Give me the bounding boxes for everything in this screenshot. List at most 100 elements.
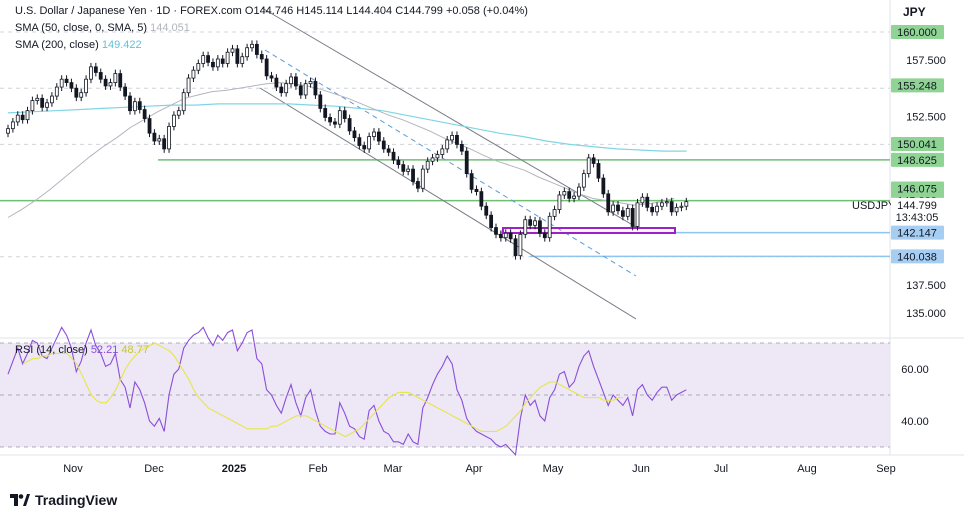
candle-body bbox=[84, 78, 88, 94]
rsi-legend[interactable]: RSI (14, close) 52.21 48.77 bbox=[15, 344, 149, 356]
time-tick-label: Aug bbox=[797, 463, 817, 475]
candle-body bbox=[547, 215, 552, 239]
candle-body bbox=[186, 77, 191, 94]
candle-body bbox=[391, 151, 396, 161]
candle-body bbox=[128, 95, 132, 112]
time-tick-label: Jul bbox=[714, 463, 728, 475]
candle-body bbox=[50, 95, 54, 104]
candle-body bbox=[660, 202, 664, 207]
candle-body bbox=[435, 154, 440, 159]
candle-body bbox=[108, 82, 113, 87]
candle-body bbox=[372, 131, 376, 137]
ohlc-close: C144.799 bbox=[395, 5, 443, 17]
candle-body bbox=[294, 76, 298, 87]
candle-body bbox=[318, 94, 323, 109]
drawings[interactable] bbox=[259, 7, 676, 320]
candle-body bbox=[235, 48, 240, 64]
candle-body bbox=[162, 138, 167, 150]
candle-body bbox=[616, 204, 620, 212]
candle-body bbox=[69, 82, 74, 89]
candle-body bbox=[45, 102, 49, 108]
level-label-bg bbox=[891, 249, 944, 264]
candle-body bbox=[254, 43, 259, 55]
channel-upper-line bbox=[261, 7, 637, 228]
candle-body bbox=[533, 220, 537, 226]
time-tick-label: Sep bbox=[876, 463, 896, 475]
rsi-pane[interactable] bbox=[0, 326, 890, 457]
candle-body bbox=[103, 78, 108, 87]
candle-body bbox=[577, 186, 581, 197]
level-label: 160.000 bbox=[891, 25, 944, 39]
time-tick-label: May bbox=[543, 463, 564, 475]
candle-body bbox=[518, 233, 523, 257]
level-label-bg bbox=[891, 25, 944, 39]
symbol-legend[interactable]: U.S. Dollar / Japanese Yen · 1D · FOREX.… bbox=[15, 5, 528, 17]
symbol-tag: USDJPY bbox=[852, 200, 896, 212]
candle-body bbox=[152, 132, 157, 142]
candle-body bbox=[445, 139, 450, 150]
candle-body bbox=[6, 128, 10, 134]
candle-body bbox=[498, 233, 503, 239]
candle-body bbox=[30, 100, 35, 112]
ohlc-open: O144.746 bbox=[244, 5, 294, 17]
time-tick-label: Feb bbox=[309, 463, 328, 475]
candle-body bbox=[684, 201, 689, 207]
sma200-legend[interactable]: SMA (200, close) 149.422 bbox=[15, 39, 142, 51]
candle-body bbox=[342, 110, 347, 119]
level-label-bg bbox=[891, 78, 944, 93]
candle-body bbox=[357, 137, 362, 146]
price-tick-label: 152.500 bbox=[906, 111, 946, 123]
candle-body bbox=[137, 101, 142, 110]
price-axis[interactable]: 135.000 137.500 152.500 157.500 40.00 60.00 16… bbox=[852, 25, 946, 428]
candles[interactable] bbox=[6, 40, 689, 260]
candle-body bbox=[557, 194, 562, 210]
candle-body bbox=[401, 164, 406, 172]
candle-body bbox=[328, 117, 332, 123]
candle-body bbox=[313, 81, 318, 96]
candle-body bbox=[201, 55, 206, 64]
candle-body bbox=[581, 173, 586, 188]
sma50-legend[interactable]: SMA (50, close, 0, SMA, 5) 144.051 bbox=[15, 22, 190, 34]
candle-body bbox=[611, 204, 616, 213]
time-tick-label: Jun bbox=[632, 463, 650, 475]
candle-body bbox=[420, 168, 425, 189]
sma200-line bbox=[7, 103, 687, 152]
level-label-bg bbox=[891, 225, 944, 240]
candle-body bbox=[655, 205, 659, 213]
candle-body bbox=[303, 83, 308, 96]
candle-body bbox=[669, 201, 674, 213]
sma50-label: SMA (50, close, 0, SMA, 5) bbox=[15, 22, 148, 34]
candle-body bbox=[630, 208, 635, 227]
candle-body bbox=[172, 114, 176, 127]
candle-body bbox=[664, 201, 669, 204]
candle-body bbox=[528, 219, 533, 226]
time-axis[interactable]: Nov Dec 2025 Feb Mar Apr May Jun Jul Aug Sep bbox=[63, 463, 896, 475]
symbol-description[interactable]: U.S. Dollar / Japanese Yen · 1D · FOREX.… bbox=[15, 5, 242, 17]
sma50-line bbox=[7, 82, 675, 218]
candle-body bbox=[206, 55, 210, 63]
price-tick-label: 135.000 bbox=[906, 308, 946, 320]
candle-body bbox=[538, 220, 542, 234]
candle-body bbox=[89, 66, 93, 80]
tradingview-logo[interactable]: TradingView bbox=[10, 492, 117, 508]
rsi-tick-label: 60.00 bbox=[901, 364, 929, 376]
level-label-bg bbox=[891, 136, 944, 151]
candle-body bbox=[337, 110, 342, 125]
candle-body bbox=[215, 58, 220, 68]
candle-body bbox=[147, 118, 152, 134]
candle-body bbox=[289, 76, 293, 85]
candle-body bbox=[191, 69, 196, 79]
candle-body bbox=[484, 205, 489, 216]
candle-body bbox=[333, 121, 337, 125]
currency-label[interactable]: JPY bbox=[903, 5, 926, 19]
candle-body bbox=[211, 61, 215, 68]
candle-body bbox=[113, 73, 118, 83]
level-label-text: 142.147 bbox=[897, 228, 937, 240]
candle-body bbox=[40, 97, 45, 108]
level-label: 150.041 bbox=[891, 136, 944, 151]
candle-body bbox=[259, 54, 264, 60]
candle-body bbox=[464, 150, 469, 175]
candle-body bbox=[59, 78, 64, 88]
candle-body bbox=[10, 121, 15, 130]
